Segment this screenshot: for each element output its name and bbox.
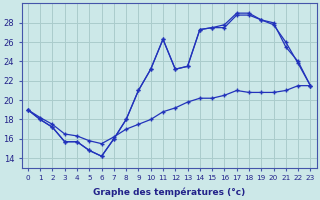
- X-axis label: Graphe des températures (°c): Graphe des températures (°c): [93, 187, 245, 197]
